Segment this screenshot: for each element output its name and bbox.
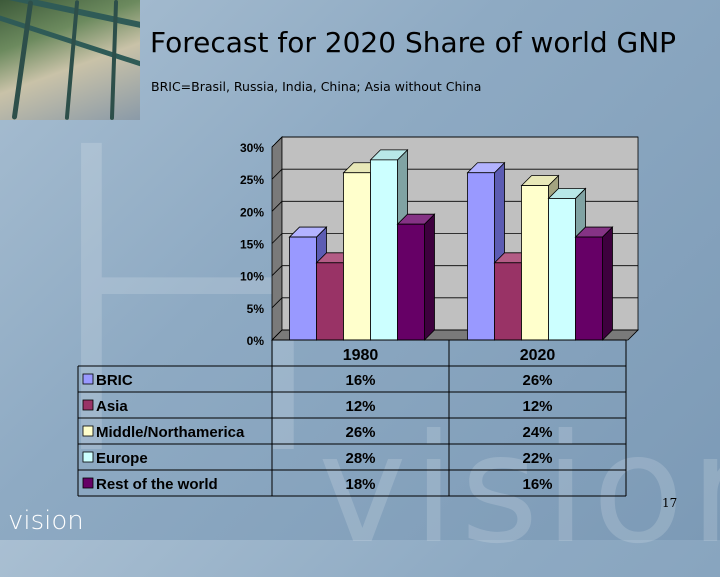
bar-1-1980 (289, 236, 317, 341)
data-label: 12% (522, 398, 552, 415)
gridline (271, 168, 638, 180)
slide-subtitle: BRIC=Brasil, Russia, India, China; Asia … (151, 79, 482, 94)
legend-entry: Europe (96, 450, 148, 467)
data-label: 26% (522, 372, 552, 389)
bar-3-1980 (343, 172, 371, 341)
legend-swatch (82, 451, 94, 463)
x-category-label: 2020 (520, 347, 556, 364)
y-tick-label: 20% (240, 205, 264, 219)
gridline (271, 200, 638, 212)
legend-entry: BRIC (96, 372, 133, 389)
legend-entry: Rest of the world (96, 476, 218, 493)
slide-title: Forecast for 2020 Share of world GNP (150, 26, 677, 59)
legend-swatch (82, 373, 94, 385)
vision-logo: vision (8, 506, 84, 536)
data-label: 22% (522, 450, 552, 467)
bar-1-2020 (467, 172, 495, 341)
data-label: 24% (522, 424, 552, 441)
bar-2-1980 (316, 262, 344, 341)
y-tick-label: 30% (240, 141, 264, 155)
y-tick-label: 25% (240, 173, 264, 187)
legend-entry: Asia (96, 398, 128, 415)
y-tick-label: 0% (247, 334, 265, 348)
y-tick-label: 5% (247, 302, 265, 316)
legend-entry: Middle/Northamerica (96, 424, 245, 441)
bar-4-1980 (370, 159, 398, 341)
bar-3-2020 (521, 185, 549, 341)
bar-side (602, 226, 613, 341)
y-tick-label: 15% (240, 238, 264, 252)
bar-side (424, 213, 435, 341)
legend-swatch (82, 425, 94, 437)
bar-4-2020 (548, 198, 576, 341)
y-tick-label: 10% (240, 270, 264, 284)
header-photo (0, 0, 140, 120)
page-number: 17 (662, 496, 678, 510)
gridline (271, 136, 638, 148)
bar-5-2020 (575, 236, 603, 341)
legend-swatch (82, 399, 94, 411)
data-label: 28% (345, 450, 375, 467)
data-label: 18% (345, 476, 375, 493)
legend-swatch (82, 477, 94, 489)
bar-2-2020 (494, 262, 522, 341)
data-label: 26% (345, 424, 375, 441)
data-label: 16% (522, 476, 552, 493)
gridline (271, 233, 638, 244)
data-label: 12% (345, 398, 375, 415)
x-category-label: 1980 (343, 347, 379, 364)
bar-chart: 0% 5% 10% 15% 20% 25% 30% 1980 2020 BRIC 16% 26% Asi… (77, 136, 639, 497)
bar-5-1980 (397, 223, 425, 341)
data-label: 16% (345, 372, 375, 389)
